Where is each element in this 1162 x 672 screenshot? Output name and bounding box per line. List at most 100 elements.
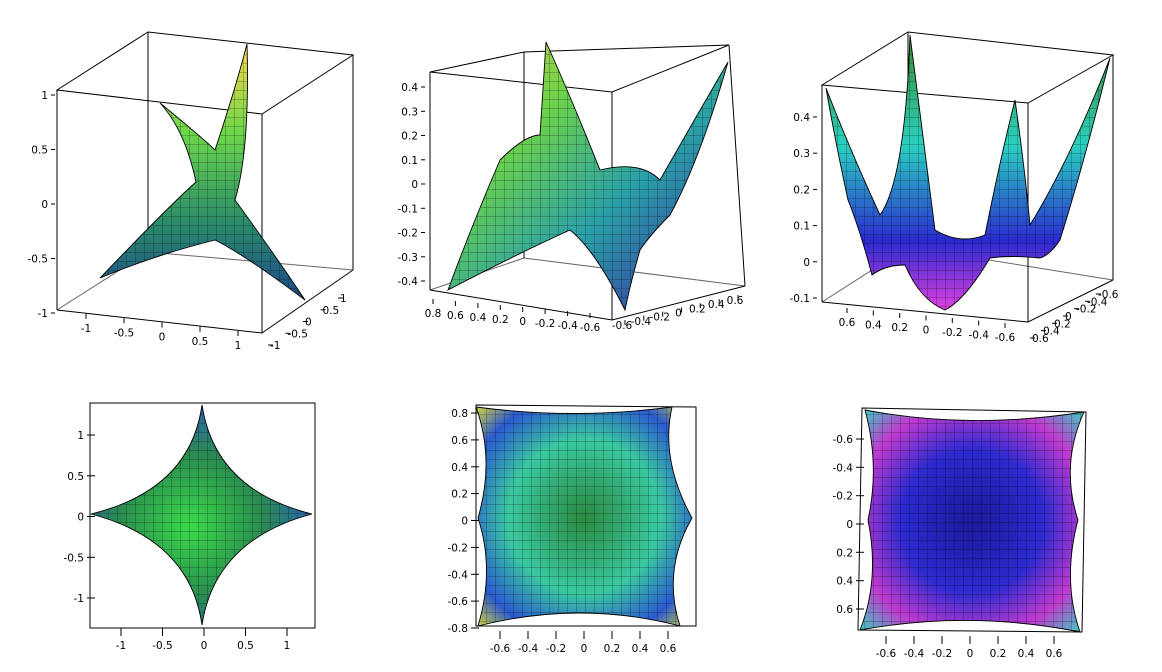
p6-yt-label-1: -0.4 <box>833 462 854 474</box>
p4-xt-label-2: 0 <box>201 640 208 652</box>
p2-zt-label-0: 0.4 <box>401 82 418 94</box>
p5-xt-label-2: -0.2 <box>546 643 567 655</box>
p6-yt-label-4: 0.2 <box>836 547 853 559</box>
p3-xt-label-3: 0 <box>923 325 930 337</box>
p1-yt-label-0: 1 <box>340 293 347 305</box>
p5-yt-label-3: 0.2 <box>451 489 468 501</box>
panel-1-surface <box>99 43 306 301</box>
p6-xt-label-6: 0.6 <box>1046 648 1063 660</box>
p5-xt-label-6: 0.6 <box>660 643 677 655</box>
p1-xt-label-3: 0.5 <box>192 336 209 348</box>
p2-yt-label-3: 0 <box>675 308 682 320</box>
p6-xt-label-5: 0.4 <box>1018 648 1035 660</box>
p5-xt-label-0: -0.6 <box>490 643 511 655</box>
p3-yt-label-1: -0.4 <box>1087 296 1108 308</box>
p4-yt-label-2: 0 <box>77 512 84 524</box>
p3-zt-label-2: 0.2 <box>793 184 810 196</box>
p6-yt-label-2: -0.2 <box>833 491 854 503</box>
p6-yt-label-3: 0 <box>846 519 853 531</box>
panel-4-frame <box>89 402 316 629</box>
p6-xt-label-2: -0.2 <box>932 648 953 660</box>
p1-xt-label-4: 1 <box>235 340 242 352</box>
p2-yt-label-6: 0.6 <box>727 295 744 307</box>
p5-yt-label-4: 0 <box>461 516 468 528</box>
panel-5-frame <box>475 404 697 627</box>
p3-xt-label-1: 0.4 <box>865 320 882 332</box>
p6-xt-label-3: 0 <box>967 648 974 660</box>
p2-zt-label-6: -0.2 <box>398 228 419 240</box>
p1-zt-label-1: 0.5 <box>31 145 48 157</box>
p2-yt-label-1: -0.4 <box>631 316 652 328</box>
p1-xt-label-1: -0.5 <box>114 327 135 339</box>
p4-yt-label-0: 1 <box>77 430 84 442</box>
panel-5-surface <box>475 406 693 627</box>
p2-xt-label-2: 0.4 <box>470 312 487 324</box>
panel-4: -1 -0.5 0 0.5 1 1 0.5 0 -0.5 -1 <box>64 402 316 652</box>
p3-yt-label-2: -0.2 <box>1076 304 1097 316</box>
p1-zt-label-2: 0 <box>41 199 48 211</box>
p2-zt-label-4: 0 <box>411 179 418 191</box>
p3-yt-label-5: 0.4 <box>1043 326 1060 338</box>
p4-xt-label-0: -1 <box>116 640 126 652</box>
p1-xt-label-0: -1 <box>81 323 91 335</box>
panel-4-surface <box>90 404 313 626</box>
p3-xt-label-4: -0.2 <box>942 327 963 339</box>
p6-xt-label-0: -0.6 <box>876 648 897 660</box>
p1-yt-label-4: -1 <box>270 340 280 352</box>
p2-xt-label-0: 0.8 <box>425 308 442 320</box>
p1-zt-label-0: 1 <box>41 90 48 102</box>
p3-xt-label-2: 0.2 <box>891 322 908 334</box>
p5-yt-label-7: -0.6 <box>448 596 469 608</box>
p6-yt-label-5: 0.4 <box>836 576 853 588</box>
panel-6: -0.6 -0.4 -0.2 0 0.2 0.4 0.6 -0.6 -0.4 -0.2 0 0.2 0… <box>833 407 1087 660</box>
p5-yt-label-1: 0.6 <box>451 435 468 447</box>
p2-yt-label-4: 0.2 <box>689 303 706 315</box>
p1-zt-label-3: -0.5 <box>28 254 49 266</box>
p6-yt-label-0: -0.6 <box>833 434 854 446</box>
p4-yt-label-3: -0.5 <box>64 552 85 564</box>
panel-2: 0.40.30.20.10-0.1-0.2-0.3-0.4 0.8 0.6 0.4 0… <box>398 41 746 334</box>
panel-3-surface <box>825 34 1111 311</box>
p3-yt-label-3: 0 <box>1065 311 1072 323</box>
p1-yt-label-2: 0 <box>305 317 312 329</box>
p2-xt-label-1: 0.6 <box>447 310 464 322</box>
p3-zt-label-5: -0.1 <box>790 293 811 305</box>
p2-zt-label-8: -0.4 <box>398 276 419 288</box>
p6-yt-label-6: 0.6 <box>836 604 853 616</box>
p1-zt-label-4: -1 <box>38 308 48 320</box>
p3-xt-label-0: 0.6 <box>839 317 856 329</box>
p5-yt-label-6: -0.4 <box>448 569 469 581</box>
p5-yt-label-2: 0.4 <box>451 462 468 474</box>
p2-xt-label-3: 0.2 <box>492 314 509 326</box>
p3-zt-label-0: 0.4 <box>793 112 810 124</box>
p6-xt-label-4: 0.2 <box>990 648 1007 660</box>
p2-xt-label-4: 0 <box>519 316 526 328</box>
p2-zt-label-5: -0.1 <box>398 203 419 215</box>
p3-xt-label-5: -0.4 <box>968 330 989 342</box>
p2-yt-label-5: 0.4 <box>708 299 725 311</box>
p4-xt-label-4: 1 <box>284 640 291 652</box>
p2-yt-label-0: -0.6 <box>612 320 633 332</box>
p3-yt-label-4: 0.2 <box>1054 318 1071 330</box>
panel-5: -0.6 -0.4 -0.2 0 0.2 0.4 0.6 0.8 0.6 0.4 0.2 0 -0.2… <box>448 404 697 655</box>
p5-yt-label-0: 0.8 <box>451 408 468 420</box>
p2-zt-label-7: -0.3 <box>398 252 419 264</box>
p1-yt-label-1: 0.5 <box>323 305 340 317</box>
p2-zt-label-3: 0.1 <box>401 155 418 167</box>
p2-xt-label-5: -0.2 <box>535 318 556 330</box>
p3-yt-label-6: 0.6 <box>1032 333 1049 345</box>
p2-xt-label-7: -0.6 <box>580 322 601 334</box>
p4-xt-label-3: 0.5 <box>237 640 254 652</box>
p1-xt-label-2: 0 <box>159 332 166 344</box>
panel-2-surface <box>447 41 729 312</box>
panel-6-frame <box>857 407 1087 633</box>
p4-xt-label-1: -0.5 <box>152 640 173 652</box>
p4-yt-label-1: 0.5 <box>67 471 84 483</box>
p3-zt-label-4: 0 <box>803 257 810 269</box>
p1-yt-label-3: -0.5 <box>288 328 309 340</box>
p2-zt-label-1: 0.3 <box>401 106 418 118</box>
p5-xt-label-5: 0.4 <box>632 643 649 655</box>
p3-zt-label-3: 0.1 <box>793 221 810 233</box>
p4-yt-label-4: -1 <box>74 593 84 605</box>
